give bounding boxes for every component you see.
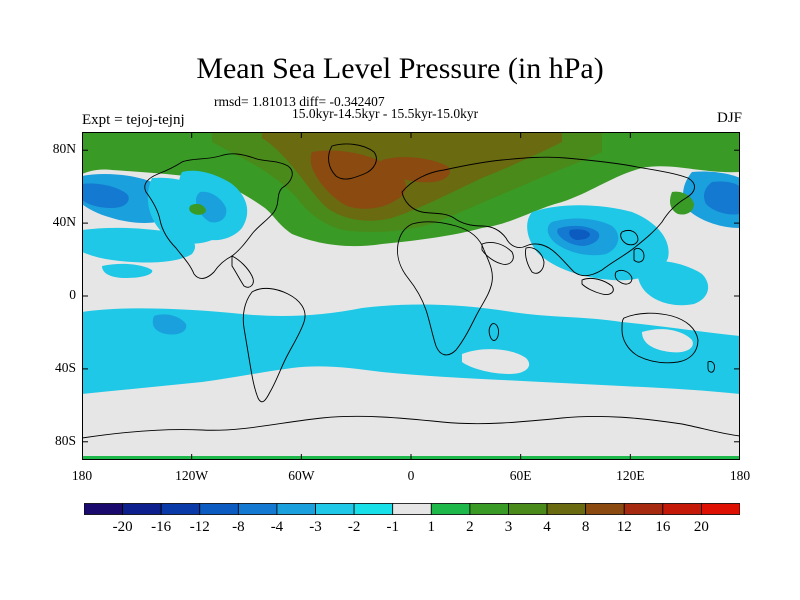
lon-label: 180: [729, 468, 751, 483]
colorbar-swatch: [546, 503, 587, 515]
colorbar-label: 12: [616, 519, 632, 535]
colorbar-label: -1: [386, 519, 399, 535]
lon-label: 60E: [509, 468, 532, 483]
colorbar-label: -4: [270, 519, 284, 535]
colorbar-swatch: [122, 503, 162, 515]
colorbar-swatch: [430, 503, 471, 515]
colorbar-swatch: [508, 503, 548, 515]
colorbar-swatch: [276, 503, 316, 515]
colorbar-swatch: [623, 503, 664, 515]
colorbar-swatch: [160, 503, 201, 515]
colorbar: [84, 503, 740, 515]
map-title: Mean Sea Level Pressure (in hPa): [196, 52, 604, 85]
season-label: DJF: [716, 110, 742, 126]
colorbar-label: 4: [543, 519, 551, 535]
colorbar-swatch: [701, 503, 740, 515]
colorbar-label: -12: [189, 519, 210, 535]
period-label: 15.0kyr-14.5kyr - 15.5kyr-15.0kyr: [292, 106, 479, 121]
lat-label: 40S: [54, 359, 76, 375]
colorbar-label: -16: [151, 519, 172, 535]
colorbar-label: 1: [427, 519, 436, 535]
pressure-map: [82, 132, 740, 460]
pressure-contour-fill: [82, 132, 740, 460]
colorbar-label: -8: [232, 519, 245, 535]
colorbar-label: 3: [504, 519, 513, 535]
colorbar-label: -20: [112, 519, 133, 535]
colorbar-swatch: [237, 503, 278, 515]
lon-label: 0: [407, 468, 415, 483]
colorbar-swatch: [662, 503, 702, 515]
lat-label: 80N: [52, 141, 76, 157]
lat-label: 80S: [54, 432, 76, 448]
colorbar-swatch: [585, 503, 625, 515]
experiment-label: Expt = tejoj-tejnj: [82, 112, 185, 128]
colorbar-swatch: [392, 503, 432, 515]
colorbar-swatch: [84, 503, 123, 515]
lat-label: 40N: [52, 214, 76, 230]
colorbar-label: 8: [581, 519, 590, 535]
colorbar-label: 20: [693, 519, 709, 535]
colorbar-label: -3: [309, 519, 322, 535]
colorbar-swatch: [469, 503, 509, 515]
lon-label: 120W: [175, 468, 209, 483]
lon-label: 120E: [616, 468, 645, 483]
colorbar-swatch: [315, 503, 355, 515]
colorbar-swatch: [353, 503, 394, 515]
colorbar-swatch: [199, 503, 239, 515]
lat-label: 0: [69, 287, 76, 302]
map-frame: [82, 132, 740, 460]
colorbar-label: -2: [347, 519, 361, 535]
colorbar-label: 2: [466, 519, 474, 535]
lon-label: 60W: [288, 468, 315, 483]
rmsd-diff-stats: rmsd= 1.81013 diff= -0.342407: [214, 94, 385, 109]
lon-label: 180: [71, 468, 93, 483]
coastline-overlay: [82, 143, 740, 439]
colorbar-label: 16: [655, 519, 671, 535]
